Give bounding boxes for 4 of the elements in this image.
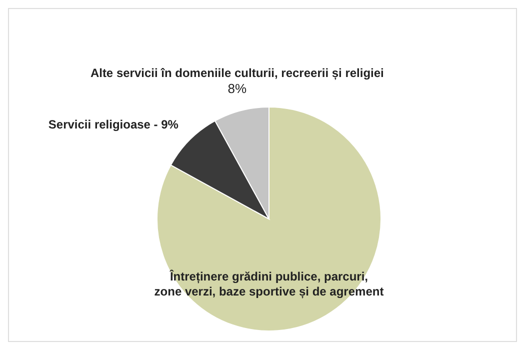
slice-label: Alte servicii în domeniile culturii, recreerii și religiei [90,66,384,80]
slice-label: Servicii religioase - 9% [48,117,179,132]
slice-label: Întreținere grădini publice, parcuri, zone verzi, baze sportive și de agrement [154,270,384,299]
data-label: 8% [228,81,247,96]
